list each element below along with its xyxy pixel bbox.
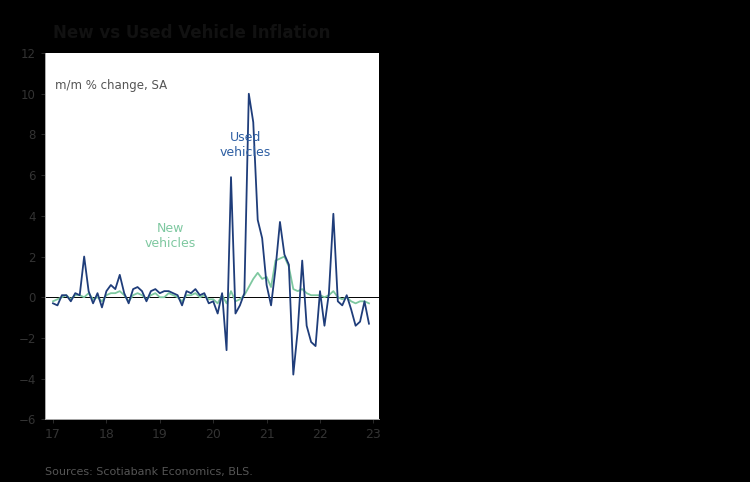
Text: Used
vehicles: Used vehicles (220, 131, 271, 159)
Text: New vs Used Vehicle Inflation: New vs Used Vehicle Inflation (53, 24, 330, 42)
Text: Sources: Scotiabank Economics, BLS.: Sources: Scotiabank Economics, BLS. (45, 467, 253, 477)
Text: New
vehicles: New vehicles (145, 222, 196, 251)
Text: m/m % change, SA: m/m % change, SA (55, 79, 167, 92)
